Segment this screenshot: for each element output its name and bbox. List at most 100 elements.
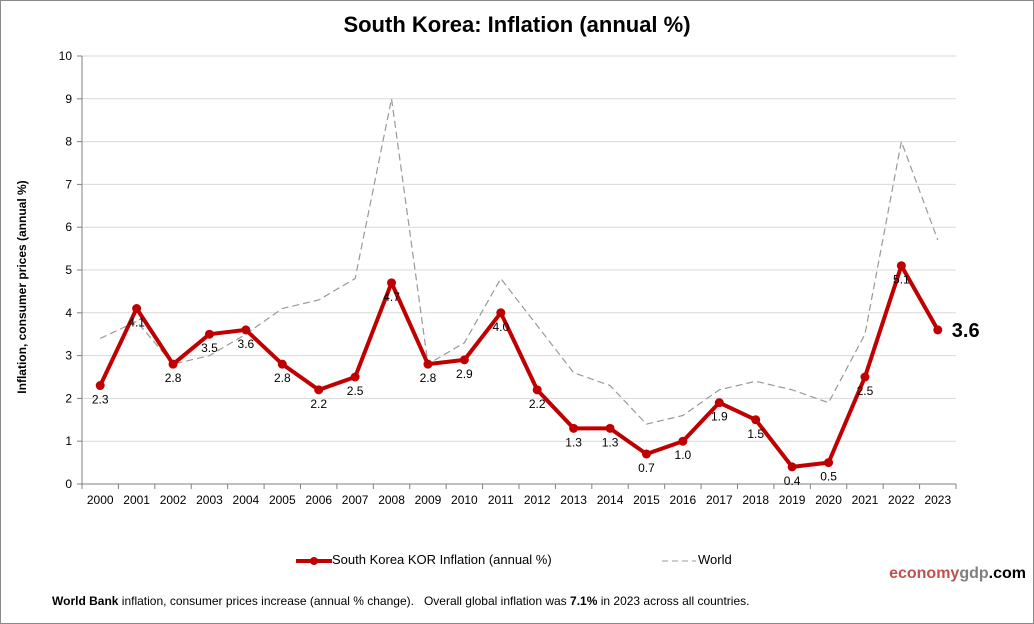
data-label: 2.8 bbox=[274, 371, 291, 385]
data-label: 0.5 bbox=[820, 470, 837, 484]
data-point bbox=[314, 385, 324, 395]
data-label: 2.8 bbox=[165, 371, 182, 385]
x-tick-label: 2006 bbox=[305, 493, 332, 507]
brand-part-economy: economy bbox=[889, 565, 960, 582]
series-line-world bbox=[99, 98, 939, 425]
data-label: 2.2 bbox=[310, 397, 327, 411]
data-label: 3.5 bbox=[201, 341, 218, 355]
brand-logo: economygdp.com bbox=[889, 565, 1026, 583]
data-point bbox=[641, 449, 651, 459]
data-label: 2.9 bbox=[456, 367, 473, 381]
x-tick-label: 2015 bbox=[633, 493, 660, 507]
y-tick-label: 7 bbox=[65, 177, 72, 191]
x-tick-label: 2001 bbox=[123, 493, 150, 507]
data-label: 2.3 bbox=[92, 393, 109, 407]
data-label: 1.3 bbox=[565, 435, 582, 449]
legend-swatch-world bbox=[662, 560, 696, 562]
data-point bbox=[569, 423, 579, 433]
brand-part-gdp: gdp bbox=[959, 565, 989, 582]
y-tick-label: 9 bbox=[65, 92, 72, 106]
data-label: 5.1 bbox=[893, 273, 910, 287]
data-point bbox=[896, 261, 906, 271]
last-value-annotation: 3.6 bbox=[952, 320, 980, 342]
x-tick-label: 2014 bbox=[597, 493, 624, 507]
x-tick-label: 2003 bbox=[196, 493, 223, 507]
data-label: 1.0 bbox=[675, 448, 692, 462]
x-tick-label: 2005 bbox=[269, 493, 296, 507]
y-tick-label: 4 bbox=[65, 306, 72, 320]
data-point bbox=[277, 359, 287, 369]
data-label: 2.8 bbox=[420, 371, 437, 385]
x-tick-label: 2021 bbox=[852, 493, 879, 507]
data-point bbox=[714, 398, 724, 408]
data-label: 0.7 bbox=[638, 461, 655, 475]
data-point bbox=[350, 372, 360, 382]
x-tick-label: 2011 bbox=[488, 493, 514, 507]
x-tick-label: 2016 bbox=[670, 493, 697, 507]
data-label: 4.7 bbox=[383, 290, 400, 304]
x-tick-label: 2004 bbox=[233, 493, 260, 507]
x-tick-label: 2019 bbox=[779, 493, 806, 507]
data-point bbox=[824, 458, 834, 468]
data-label: 1.3 bbox=[602, 435, 619, 449]
x-tick-label: 2020 bbox=[815, 493, 842, 507]
brand-part-com: .com bbox=[988, 565, 1026, 582]
legend-item-world: World bbox=[662, 552, 732, 568]
y-tick-label: 5 bbox=[65, 263, 72, 277]
data-label: 4.1 bbox=[128, 316, 145, 330]
data-point bbox=[860, 372, 870, 382]
x-tick-label: 2018 bbox=[742, 493, 769, 507]
y-tick-label: 1 bbox=[65, 434, 72, 448]
footer-text-1: inflation, consumer prices increase (ann… bbox=[118, 594, 571, 608]
data-point bbox=[787, 462, 797, 472]
x-tick-label: 2007 bbox=[342, 493, 369, 507]
series-line-south-korea bbox=[98, 263, 940, 469]
data-point bbox=[387, 278, 397, 288]
data-label: 1.5 bbox=[747, 427, 764, 441]
y-tick-label: 3 bbox=[65, 349, 72, 363]
footer-note: World Bank inflation, consumer prices in… bbox=[52, 594, 749, 608]
data-point bbox=[496, 308, 506, 318]
y-tick-label: 2 bbox=[65, 391, 72, 405]
legend-swatch-south-korea bbox=[296, 556, 332, 565]
data-label: 2.5 bbox=[347, 384, 364, 398]
data-point bbox=[459, 355, 469, 365]
y-tick-label: 10 bbox=[59, 49, 73, 63]
legend-label-world: World bbox=[698, 552, 732, 567]
data-point bbox=[204, 329, 214, 339]
data-point bbox=[95, 381, 105, 391]
data-label: 1.9 bbox=[711, 410, 728, 424]
data-label: 4.0 bbox=[492, 320, 509, 334]
data-point bbox=[751, 415, 761, 425]
legend-label-south-korea: South Korea KOR Inflation (annual %) bbox=[332, 552, 552, 567]
data-point bbox=[423, 359, 433, 369]
data-point bbox=[132, 304, 142, 314]
x-tick-label: 2013 bbox=[560, 493, 587, 507]
x-tick-label: 2023 bbox=[924, 493, 951, 507]
x-tick-label: 2017 bbox=[706, 493, 733, 507]
data-point bbox=[532, 385, 542, 395]
x-tick-label: 2000 bbox=[87, 493, 114, 507]
data-point bbox=[933, 325, 943, 335]
data-point bbox=[678, 436, 688, 446]
x-tick-label: 2002 bbox=[160, 493, 187, 507]
chart-title: South Korea: Inflation (annual %) bbox=[343, 12, 691, 37]
data-point bbox=[168, 359, 178, 369]
data-label: 0.4 bbox=[784, 474, 801, 488]
x-tick-label: 2022 bbox=[888, 493, 915, 507]
y-tick-label: 6 bbox=[65, 220, 72, 234]
data-label: 2.5 bbox=[857, 384, 874, 398]
data-point bbox=[241, 325, 251, 335]
x-tick-label: 2009 bbox=[415, 493, 442, 507]
legend-item-south-korea: South Korea KOR Inflation (annual %) bbox=[296, 552, 552, 568]
y-tick-label: 8 bbox=[65, 135, 72, 149]
footer-global-value: 7.1% bbox=[570, 594, 598, 608]
x-tick-label: 2008 bbox=[378, 493, 405, 507]
footer-source: World Bank bbox=[52, 594, 119, 608]
x-tick-label: 2012 bbox=[524, 493, 551, 507]
data-label: 2.2 bbox=[529, 397, 546, 411]
data-point bbox=[605, 423, 615, 433]
x-tick-label: 2010 bbox=[451, 493, 478, 507]
data-label: 3.6 bbox=[238, 337, 255, 351]
